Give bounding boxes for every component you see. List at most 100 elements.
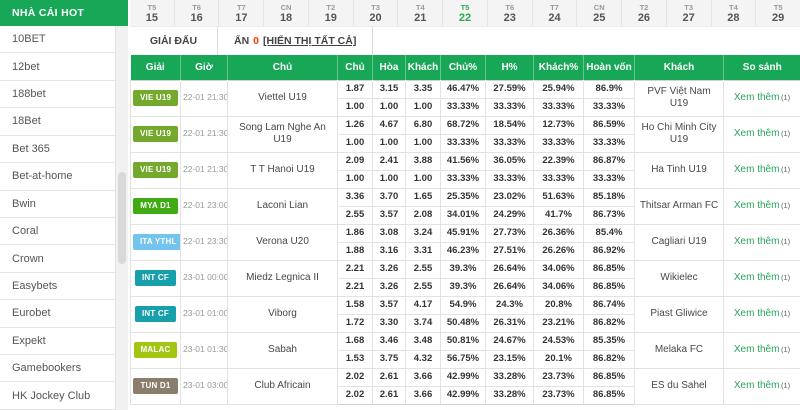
sidebar-item-bwin[interactable]: Bwin	[0, 191, 115, 218]
calendar-day-29[interactable]: T5 29	[756, 0, 800, 26]
calendar-day-22[interactable]: T5 22	[443, 0, 488, 26]
calendar-day-20[interactable]: T3 20	[354, 0, 399, 26]
league-cell: VIE U19	[130, 115, 181, 153]
see-more-link[interactable]: Xem thêm	[733, 128, 780, 140]
league-filter-button[interactable]: GIẢI ĐẤU	[130, 27, 218, 55]
sidebar-item-bet-365[interactable]: Bet 365	[0, 136, 115, 164]
calendar-day-26[interactable]: T2 26	[622, 0, 667, 26]
odds-value: 2.55	[337, 205, 373, 225]
see-more-link[interactable]: Xem thêm	[733, 344, 780, 356]
see-more-link[interactable]: Xem thêm	[733, 164, 780, 176]
calendar-day-number: 26	[637, 12, 651, 24]
league-badge[interactable]: TUN D1	[133, 378, 178, 394]
sidebar-item-easybets[interactable]: Easybets	[0, 273, 115, 301]
calendar-day-21[interactable]: T4 21	[398, 0, 444, 26]
calendar-day-of-week: T2	[326, 3, 336, 12]
sidebar-item-hk-jockey-club[interactable]: HK Jockey Club	[0, 382, 115, 410]
odds-value: 1.00	[337, 133, 373, 153]
odds-value: 3.66	[405, 385, 441, 405]
sidebar-item-coral[interactable]: Coral	[0, 218, 115, 246]
odds-value: 3.36	[337, 187, 373, 207]
see-more-link[interactable]: Xem thêm	[733, 272, 780, 284]
league-badge[interactable]: VIE U19	[133, 90, 179, 106]
sidebar-item-10bet[interactable]: 10BET	[0, 26, 115, 54]
away-team: Ho Chi Minh City U19	[634, 115, 724, 153]
calendar-day-15[interactable]: T5 15	[130, 0, 175, 26]
sidebar-item-18bet[interactable]: 18Bet	[0, 108, 115, 136]
odds-value: 50.48%	[440, 313, 486, 333]
league-badge[interactable]: VIE U19	[133, 126, 179, 142]
calendar-day-17[interactable]: T7 17	[219, 0, 265, 26]
league-badge[interactable]: MYA D1	[133, 198, 178, 214]
league-badge[interactable]: INT CF	[135, 306, 176, 322]
compare-cell: Xem thêm (1)	[723, 295, 800, 333]
sidebar-item-188bet[interactable]: 188bet	[0, 81, 115, 109]
odds-value: 2.21	[337, 277, 373, 297]
calendar-day-18[interactable]: CN 18	[264, 0, 309, 26]
odds-value: 36.05%	[485, 151, 534, 171]
odds-value: 41.7%	[533, 205, 584, 225]
calendar-day-16[interactable]: T6 16	[175, 0, 220, 26]
sidebar-item-gamebookers[interactable]: Gamebookers	[0, 355, 115, 383]
see-more-count: (1)	[779, 273, 791, 283]
see-more-link[interactable]: Xem thêm	[733, 92, 780, 104]
odds-value: 2.21	[337, 259, 373, 279]
odds-value: 33.33%	[533, 169, 584, 189]
kickoff-time: 23-01 00:00	[180, 259, 228, 297]
calendar-day-number: 15	[145, 12, 158, 24]
odds-value: 2.02	[337, 385, 373, 405]
kickoff-time: 22-01 21:30	[180, 115, 228, 153]
odds-value: 33.33%	[533, 97, 584, 117]
calendar-day-28[interactable]: T4 28	[712, 0, 757, 26]
home-team: Miedz Legnica II	[227, 259, 338, 297]
away-team: Thitsar Arman FC	[634, 187, 724, 225]
home-team: Laconi Lian	[227, 187, 338, 225]
show-all-toggle[interactable]: ẨN 0 [HIỂN THỊ TẤT CẢ]	[218, 27, 374, 55]
calendar-day-of-week: T5	[460, 3, 470, 12]
odds-value: 3.31	[405, 241, 441, 261]
league-badge[interactable]: VIE U19	[133, 162, 179, 178]
odds-value: 68.72%	[440, 115, 486, 135]
odds-value: 1.68	[337, 331, 373, 351]
calendar-day-of-week: T5	[147, 3, 157, 12]
league-badge[interactable]: ITA YTHL	[133, 234, 180, 250]
calendar-day-27[interactable]: T3 27	[667, 0, 712, 26]
away-team: Melaka FC	[634, 331, 724, 369]
see-more-link[interactable]: Xem thêm	[733, 308, 780, 320]
sidebar-item-12bet[interactable]: 12bet	[0, 53, 115, 81]
odds-value: 20.8%	[533, 295, 584, 315]
calendar-day-19[interactable]: T2 19	[309, 0, 354, 26]
sidebar-item-expekt[interactable]: Expekt	[0, 328, 115, 356]
league-badge[interactable]: MALAC	[133, 342, 178, 358]
see-more-link[interactable]: Xem thêm	[733, 380, 780, 392]
odds-value: 86.85%	[583, 367, 635, 387]
column-header: Khách	[405, 55, 441, 80]
compare-cell: Xem thêm (1)	[723, 187, 800, 225]
league-badge[interactable]: INT CF	[135, 270, 176, 286]
odds-value: 85.18%	[583, 187, 635, 207]
calendar-day-25[interactable]: CN 25	[577, 0, 623, 26]
odds-value: 1.00	[372, 133, 406, 153]
column-header: Chủ	[337, 55, 373, 80]
odds-value: 3.70	[372, 187, 406, 207]
sidebar-item-crown[interactable]: Crown	[0, 245, 115, 273]
sidebar-item-bet-at-home[interactable]: Bet-at-home	[0, 163, 115, 191]
bookmaker-list: 10BET 12bet 188bet 18Bet Bet 365 Bet-at-home B…	[0, 26, 115, 410]
see-more-count: (1)	[779, 165, 791, 175]
column-header: Giải	[130, 55, 181, 80]
odds-value: 23.21%	[533, 313, 584, 333]
odds-value: 4.32	[405, 349, 441, 369]
odds-value: 2.02	[337, 367, 373, 387]
sidebar-scrollbar-thumb[interactable]	[118, 171, 126, 265]
sidebar-scrollbar[interactable]	[115, 26, 128, 410]
odds-value: 4.67	[372, 115, 406, 135]
odds-value: 22.39%	[533, 151, 584, 171]
see-more-link[interactable]: Xem thêm	[733, 200, 780, 212]
calendar-day-of-week: T3	[371, 3, 380, 12]
see-more-link[interactable]: Xem thêm	[733, 236, 780, 248]
sidebar-item-eurobet[interactable]: Eurobet	[0, 300, 115, 328]
calendar-day-24[interactable]: T7 24	[533, 0, 578, 26]
calendar-day-23[interactable]: T6 23	[488, 0, 533, 26]
odds-value: 26.31%	[485, 313, 534, 333]
odds-value: 1.00	[405, 97, 441, 117]
